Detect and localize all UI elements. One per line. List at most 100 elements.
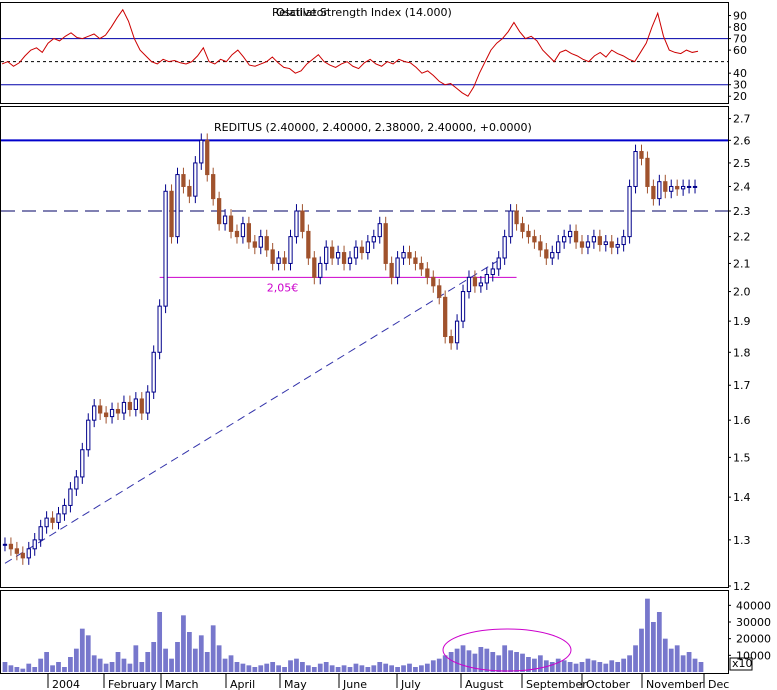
candle-body bbox=[50, 517, 55, 523]
candle-body bbox=[228, 215, 234, 232]
candle-body bbox=[258, 236, 263, 248]
volume-bar bbox=[121, 658, 127, 672]
volume-bar bbox=[567, 662, 573, 672]
volume-bar bbox=[662, 638, 668, 672]
volume-bar bbox=[526, 657, 531, 672]
candle-body bbox=[407, 252, 412, 259]
volume-bar bbox=[311, 667, 317, 672]
volume-bar bbox=[335, 667, 341, 672]
candle-body bbox=[347, 257, 353, 264]
candle-body bbox=[609, 241, 614, 248]
candle-body bbox=[377, 223, 382, 238]
candle-body bbox=[68, 488, 73, 506]
volume-bar bbox=[645, 598, 650, 672]
volume-bar bbox=[187, 632, 192, 672]
candle-body bbox=[252, 241, 257, 248]
candle-body bbox=[585, 241, 591, 248]
price-tick-label: 2.7 bbox=[733, 113, 751, 126]
volume-bar bbox=[573, 663, 579, 672]
volume-bar bbox=[240, 663, 246, 672]
volume-bar bbox=[97, 658, 103, 672]
month-label: September bbox=[526, 678, 587, 690]
price-tick-label: 1.5 bbox=[733, 451, 751, 464]
candle-body bbox=[669, 185, 674, 192]
candle-body bbox=[591, 236, 597, 243]
price-tick-label: 1.4 bbox=[733, 491, 751, 504]
volume-bar bbox=[668, 648, 674, 672]
candle-body bbox=[544, 249, 549, 259]
candle-body bbox=[312, 257, 317, 278]
candle-body bbox=[520, 223, 525, 232]
candle-body bbox=[139, 398, 144, 414]
volume-bar bbox=[639, 628, 644, 672]
price-tick-label: 1.9 bbox=[733, 315, 751, 328]
volume-bar bbox=[413, 667, 418, 672]
candle-body bbox=[627, 185, 632, 238]
support-label: 2,05€ bbox=[267, 281, 299, 294]
volume-bar bbox=[561, 660, 567, 672]
candle-body bbox=[20, 552, 25, 559]
candle-body bbox=[562, 236, 567, 243]
volume-bar bbox=[496, 655, 502, 672]
volume-bar bbox=[204, 652, 210, 672]
candle-body bbox=[240, 223, 246, 238]
volume-bar bbox=[466, 650, 472, 672]
volume-bar bbox=[56, 662, 61, 672]
candle-body bbox=[680, 185, 686, 190]
candle-body bbox=[193, 162, 198, 197]
candle-body bbox=[222, 215, 228, 225]
candle-body bbox=[181, 174, 186, 187]
volume-bar bbox=[692, 658, 698, 672]
candle-body bbox=[645, 157, 650, 187]
volume-bar bbox=[109, 662, 115, 672]
volume-bar bbox=[329, 665, 335, 672]
candle-body bbox=[44, 517, 49, 528]
candle-body bbox=[282, 257, 287, 264]
candle-body bbox=[448, 335, 454, 344]
volume-bar bbox=[234, 662, 240, 672]
volume-bar bbox=[157, 612, 163, 672]
candle-body bbox=[109, 408, 115, 418]
volume-bar bbox=[44, 652, 49, 672]
candle-body bbox=[324, 246, 329, 264]
candle-body bbox=[579, 241, 585, 248]
volume-bar bbox=[442, 655, 448, 672]
candle-body bbox=[341, 252, 347, 264]
volume-bar bbox=[419, 665, 424, 672]
volume-bar bbox=[127, 663, 133, 672]
volume-bar bbox=[228, 655, 234, 672]
volume-bar bbox=[73, 648, 79, 672]
volume-bar bbox=[674, 645, 680, 672]
candle-body bbox=[431, 276, 436, 287]
volume-bar bbox=[175, 642, 180, 672]
volume-bar bbox=[133, 645, 139, 672]
volume-bar bbox=[20, 668, 26, 672]
candle-body bbox=[550, 252, 555, 259]
volume-bar bbox=[103, 663, 109, 672]
volume-bar bbox=[633, 645, 638, 672]
candle-body bbox=[187, 185, 192, 197]
volume-bar bbox=[139, 662, 145, 672]
candle-body bbox=[567, 230, 573, 238]
volume-bar bbox=[615, 662, 621, 672]
candle-body bbox=[264, 236, 269, 251]
volume-bar bbox=[537, 655, 543, 672]
month-label: June bbox=[342, 678, 367, 690]
price-tick-label: 2.1 bbox=[733, 257, 751, 270]
volume-bar bbox=[591, 660, 597, 672]
volume-bar bbox=[597, 662, 603, 672]
rsi-line bbox=[1, 8, 699, 97]
rsi-tick-label: 20 bbox=[733, 90, 747, 103]
candle-body bbox=[383, 223, 388, 264]
candle-body bbox=[413, 257, 418, 264]
volume-bar bbox=[460, 645, 466, 672]
month-label: 2004 bbox=[52, 678, 80, 690]
candle-body bbox=[663, 181, 668, 192]
volume-bar bbox=[424, 663, 430, 672]
volume-bar bbox=[270, 662, 276, 672]
volume-bar bbox=[549, 662, 555, 672]
trend-line bbox=[4, 256, 505, 564]
volume-bar bbox=[686, 652, 692, 672]
volume-highlight-ellipse bbox=[442, 628, 572, 672]
price-tick-label: 2.0 bbox=[733, 286, 751, 299]
